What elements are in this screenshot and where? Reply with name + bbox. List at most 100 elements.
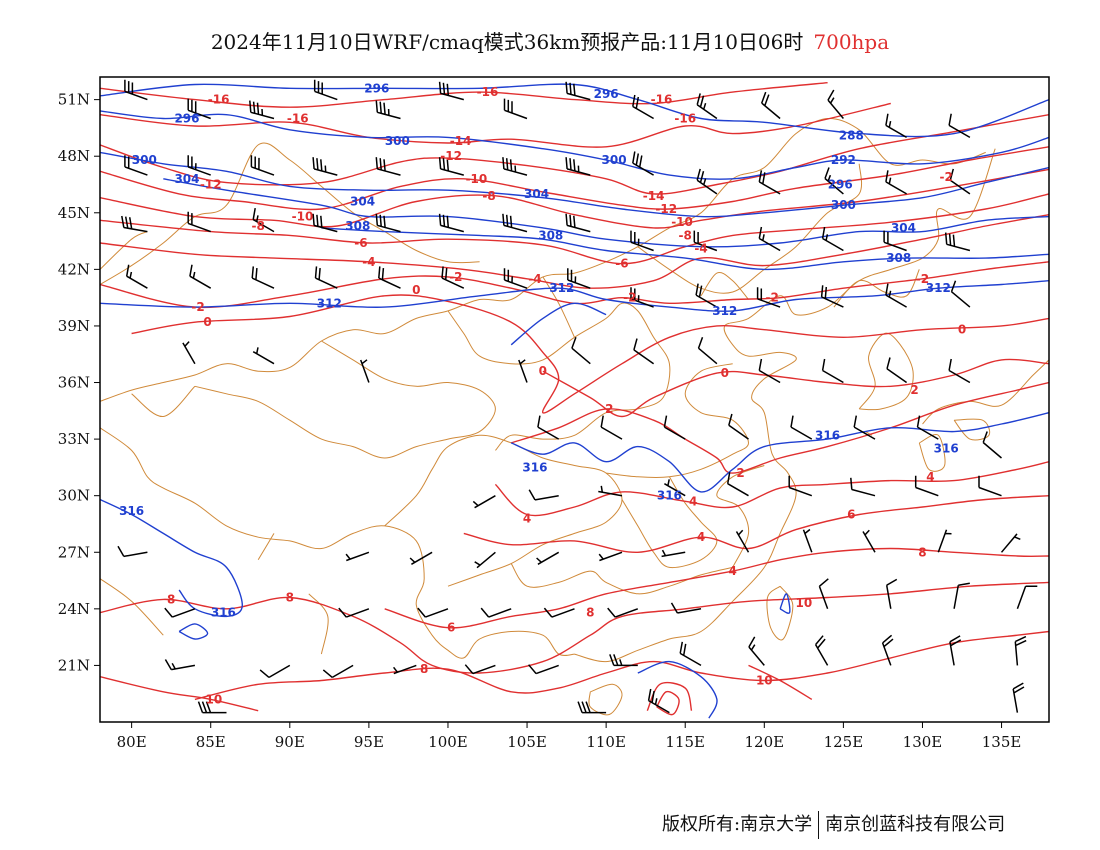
- wind-barb: [117, 545, 148, 558]
- wind-barb: [633, 338, 655, 365]
- isotherm-label: 4: [523, 511, 531, 525]
- isotherm-label: 2: [910, 383, 918, 397]
- wind-barb: [821, 226, 844, 252]
- wind-barb: [187, 211, 211, 233]
- isotherm: [100, 82, 828, 108]
- wind-barb: [1000, 533, 1021, 553]
- lon-tick-label: 95E: [354, 733, 384, 751]
- height-contour-label: 312: [317, 296, 342, 310]
- wind-barb: [375, 157, 401, 176]
- lat-tick-label: 24N: [58, 600, 90, 618]
- wind-barb: [950, 280, 971, 308]
- isotherm-label: -14: [643, 189, 665, 203]
- height-contour-label: 296: [828, 178, 853, 192]
- wind-barb: [802, 528, 813, 553]
- copyright-owner: 版权所有:南京大学: [662, 814, 813, 835]
- wind-barb: [197, 701, 227, 714]
- isotherm-label: 4: [926, 470, 934, 484]
- boundary-line: [194, 340, 496, 459]
- wind-barb: [937, 529, 952, 553]
- wind-barb: [978, 475, 1002, 497]
- isotherm: [656, 690, 680, 716]
- wind-barb: [756, 287, 781, 308]
- wind-barb: [1012, 682, 1025, 713]
- lat-tick-label: 27N: [58, 543, 90, 561]
- height-contour-label: 296: [594, 87, 619, 101]
- wind-barb: [409, 551, 433, 565]
- wind-barb: [250, 155, 275, 176]
- wind-barb: [438, 81, 464, 101]
- height-contour-label: 288: [839, 128, 864, 142]
- isotherm-label: -4: [362, 255, 375, 269]
- wind-barb: [760, 91, 781, 120]
- isotherm-label: -4: [694, 242, 707, 256]
- wind-barb: [565, 81, 591, 101]
- wind-barb: [598, 551, 623, 562]
- wind-barb: [862, 529, 876, 553]
- wind-barb: [697, 336, 718, 365]
- wind-barb: [536, 551, 560, 565]
- height-contour-label: 304: [891, 221, 916, 235]
- wind-barb: [518, 359, 528, 383]
- boundary-line: [100, 231, 148, 270]
- wind-barb: [818, 578, 829, 610]
- wind-barb: [663, 415, 686, 440]
- height-contour: [779, 593, 791, 614]
- isotherm-label: -16: [287, 111, 309, 125]
- isotherm-label: -4: [528, 272, 541, 286]
- lon-tick-label: 100E: [428, 733, 468, 751]
- isotherm-label: -12: [440, 149, 462, 163]
- height-contour-label: 316: [657, 489, 682, 503]
- lat-tick-label: 45N: [58, 204, 90, 222]
- wind-barb: [375, 213, 401, 233]
- wind-barb: [503, 268, 528, 289]
- height-contour-label: 296: [364, 81, 389, 95]
- isotherm-label: 2: [736, 466, 744, 480]
- isotherm-label: 6: [447, 621, 455, 635]
- height-contour: [100, 151, 1049, 218]
- boundary-line: [384, 434, 623, 587]
- isotherm: [494, 461, 1049, 517]
- height-contour-label: 308: [886, 251, 911, 265]
- wind-barb: [748, 636, 765, 666]
- wind-barb: [758, 170, 781, 195]
- lon-tick-label: 120E: [745, 733, 785, 751]
- wind-barb: [982, 431, 1002, 459]
- isotherm-label: -14: [450, 134, 472, 148]
- wind-barb: [885, 170, 907, 195]
- wind-barb: [1014, 635, 1027, 666]
- height-contour-label: 292: [831, 153, 856, 167]
- isotherm-label: -6: [354, 236, 367, 250]
- wind-barb: [790, 415, 813, 440]
- lon-tick-label: 80E: [117, 733, 147, 751]
- wind-barb: [820, 285, 844, 308]
- wind-barb: [885, 578, 898, 609]
- height-contour-label: 304: [524, 187, 549, 201]
- geopotential-contours: [100, 83, 1049, 719]
- province-boundaries: [100, 117, 1049, 716]
- wind-barb: [537, 415, 560, 440]
- wind-barb: [503, 98, 528, 120]
- wind-barb: [647, 688, 670, 714]
- pressure-level: 700hpa: [813, 30, 890, 54]
- wind-barb: [189, 264, 212, 289]
- wind-barb: [164, 659, 196, 671]
- geopotential-labels: 296 2962963003003003043043043083082882922…: [119, 81, 959, 619]
- wind-barb: [393, 664, 417, 675]
- lat-tick-label: 39N: [58, 317, 90, 335]
- boundary-line: [922, 359, 1049, 425]
- wind-barb: [480, 607, 512, 618]
- wind-barb: [696, 168, 718, 195]
- wind-barb: [441, 266, 465, 289]
- height-contour-label: 316: [211, 606, 236, 620]
- map-title: 2024年11月10日WRF/cmaq模式36km预报产品:11月10日06时 7…: [0, 26, 1100, 55]
- height-contour-label: 300: [831, 198, 856, 212]
- lat-tick-label: 48N: [58, 147, 90, 165]
- height-contour: [100, 110, 1049, 180]
- wind-barb: [728, 413, 749, 440]
- isotherm-label: -2: [449, 270, 462, 284]
- wind-barb: [693, 230, 718, 252]
- height-contour-label: 300: [602, 153, 627, 167]
- wind-barb: [124, 155, 148, 176]
